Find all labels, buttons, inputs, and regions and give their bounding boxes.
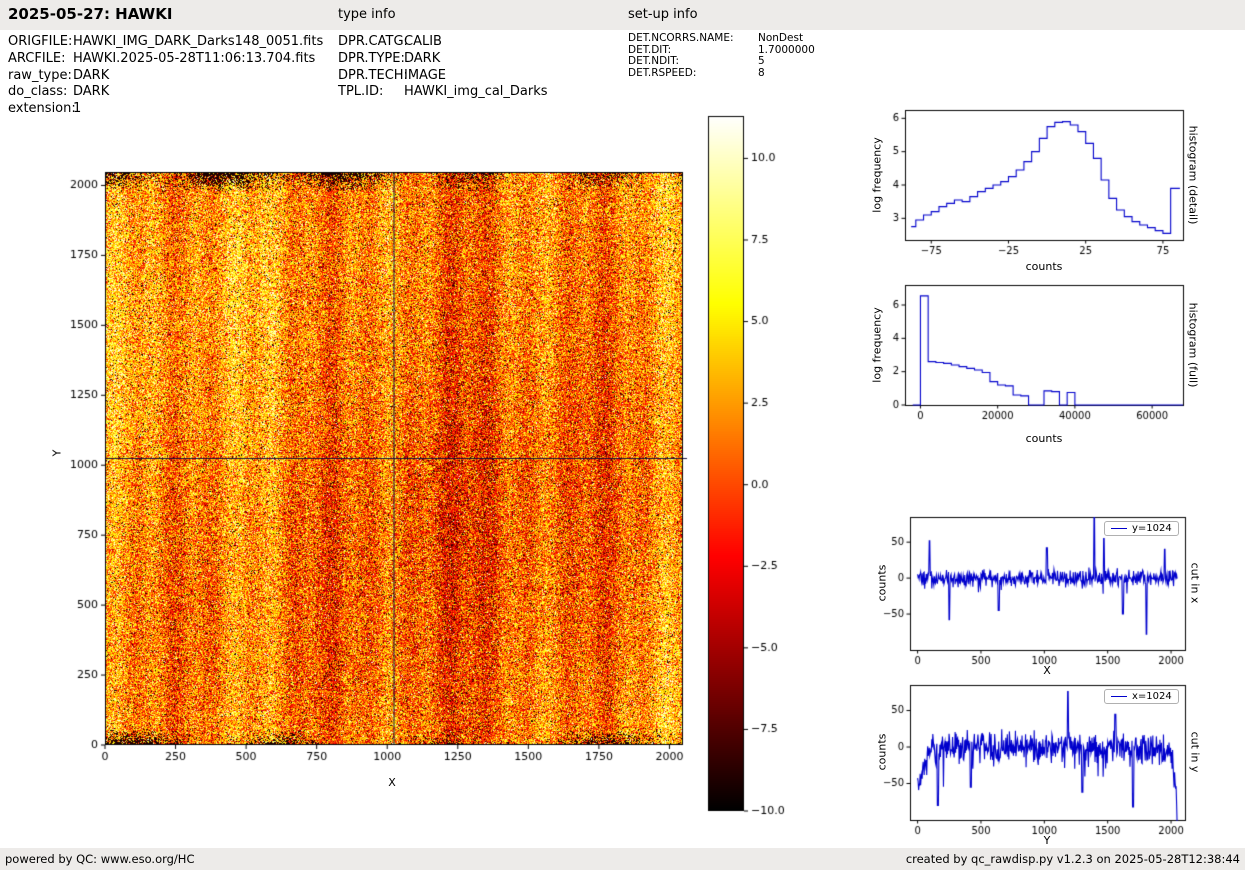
qc-report-page: 2025-05-27: HAWKI type info set-up info … bbox=[0, 0, 1245, 870]
type-info-label: DPR.TYPE: bbox=[338, 51, 404, 68]
colorbar bbox=[703, 108, 798, 828]
h1-right-label: histogram (detail) bbox=[1187, 126, 1200, 225]
c1-ylabel: counts bbox=[876, 565, 889, 602]
type-info-row: DPR.TYPE:DARK bbox=[338, 51, 548, 68]
h2-ylabel: log frequency bbox=[871, 307, 884, 382]
setup-info-label: DET.RSPEED: bbox=[628, 68, 758, 80]
file-info-row: extension:1 bbox=[8, 101, 323, 118]
type-info-heading: type info bbox=[338, 7, 396, 22]
file-info-label: extension: bbox=[8, 101, 73, 118]
type-info-label: DPR.TECH: bbox=[338, 68, 404, 85]
setup-info-row: DET.RSPEED:8 bbox=[628, 68, 815, 80]
type-info-label: DPR.CATG: bbox=[338, 34, 404, 51]
setup-info-block: DET.NCORRS.NAME:NonDest DET.DIT:1.700000… bbox=[628, 33, 815, 79]
h1-ylabel: log frequency bbox=[871, 137, 884, 212]
footer-right-text: created by qc_rawdisp.py v1.2.3 on 2025-… bbox=[906, 852, 1240, 866]
file-info-block: ORIGFILE:HAWKI_IMG_DARK_Darks148_0051.fi… bbox=[8, 34, 323, 118]
file-info-row: raw_type:DARK bbox=[8, 68, 323, 85]
page-title: 2025-05-27: HAWKI bbox=[8, 5, 172, 23]
main-xlabel: X bbox=[388, 776, 396, 789]
h2-right-label: histogram (full) bbox=[1187, 303, 1200, 388]
c2-legend-label: x=1024 bbox=[1132, 691, 1172, 702]
setup-info-heading: set-up info bbox=[628, 7, 698, 22]
file-info-value: DARK bbox=[73, 68, 109, 85]
file-info-value: 1 bbox=[73, 101, 81, 118]
file-info-value: HAWKI_IMG_DARK_Darks148_0051.fits bbox=[73, 34, 323, 51]
type-info-value: CALIB bbox=[404, 34, 442, 51]
file-info-label: ORIGFILE: bbox=[8, 34, 73, 51]
type-info-label: TPL.ID: bbox=[338, 84, 404, 101]
main-ylabel: Y bbox=[51, 450, 64, 457]
c2-xlabel: Y bbox=[1044, 834, 1051, 847]
c1-right-label: cut in x bbox=[1189, 563, 1202, 604]
c1-legend-label: y=1024 bbox=[1132, 523, 1172, 534]
setup-info-value: 1.7000000 bbox=[758, 45, 815, 57]
setup-info-value: 8 bbox=[758, 68, 765, 80]
raw-image-canvas bbox=[60, 140, 705, 805]
c2-right-label: cut in y bbox=[1189, 732, 1202, 773]
file-info-value: HAWKI.2025-05-28T11:06:13.704.fits bbox=[73, 51, 315, 68]
type-info-row: DPR.TECH:IMAGE bbox=[338, 68, 548, 85]
setup-info-label: DET.NCORRS.NAME: bbox=[628, 33, 758, 45]
legend-line-sample bbox=[1111, 696, 1127, 697]
setup-info-value: NonDest bbox=[758, 33, 803, 45]
histogram-full-canvas bbox=[860, 268, 1205, 433]
h2-xlabel: counts bbox=[1026, 432, 1063, 445]
footer-left-text: powered by QC: www.eso.org/HC bbox=[5, 852, 194, 866]
file-info-row: ORIGFILE:HAWKI_IMG_DARK_Darks148_0051.fi… bbox=[8, 34, 323, 51]
file-info-label: ARCFILE: bbox=[8, 51, 73, 68]
c2-legend: x=1024 bbox=[1104, 689, 1179, 704]
file-info-row: ARCFILE:HAWKI.2025-05-28T11:06:13.704.fi… bbox=[8, 51, 323, 68]
setup-info-row: DET.NCORRS.NAME:NonDest bbox=[628, 33, 815, 45]
type-info-row: DPR.CATG:CALIB bbox=[338, 34, 548, 51]
type-info-block: DPR.CATG:CALIB DPR.TYPE:DARK DPR.TECH:IM… bbox=[338, 34, 548, 101]
histogram-detail-canvas bbox=[860, 92, 1205, 267]
header-bar bbox=[0, 0, 1245, 30]
type-info-value: DARK bbox=[404, 51, 440, 68]
legend-line-sample bbox=[1111, 528, 1127, 529]
c1-legend: y=1024 bbox=[1104, 521, 1179, 536]
type-info-value: HAWKI_img_cal_Darks bbox=[404, 84, 548, 101]
c2-ylabel: counts bbox=[876, 734, 889, 771]
file-info-label: raw_type: bbox=[8, 68, 73, 85]
file-info-label: do_class: bbox=[8, 84, 73, 101]
type-info-row: TPL.ID:HAWKI_img_cal_Darks bbox=[338, 84, 548, 101]
type-info-value: IMAGE bbox=[404, 68, 446, 85]
file-info-row: do_class:DARK bbox=[8, 84, 323, 101]
file-info-value: DARK bbox=[73, 84, 109, 101]
